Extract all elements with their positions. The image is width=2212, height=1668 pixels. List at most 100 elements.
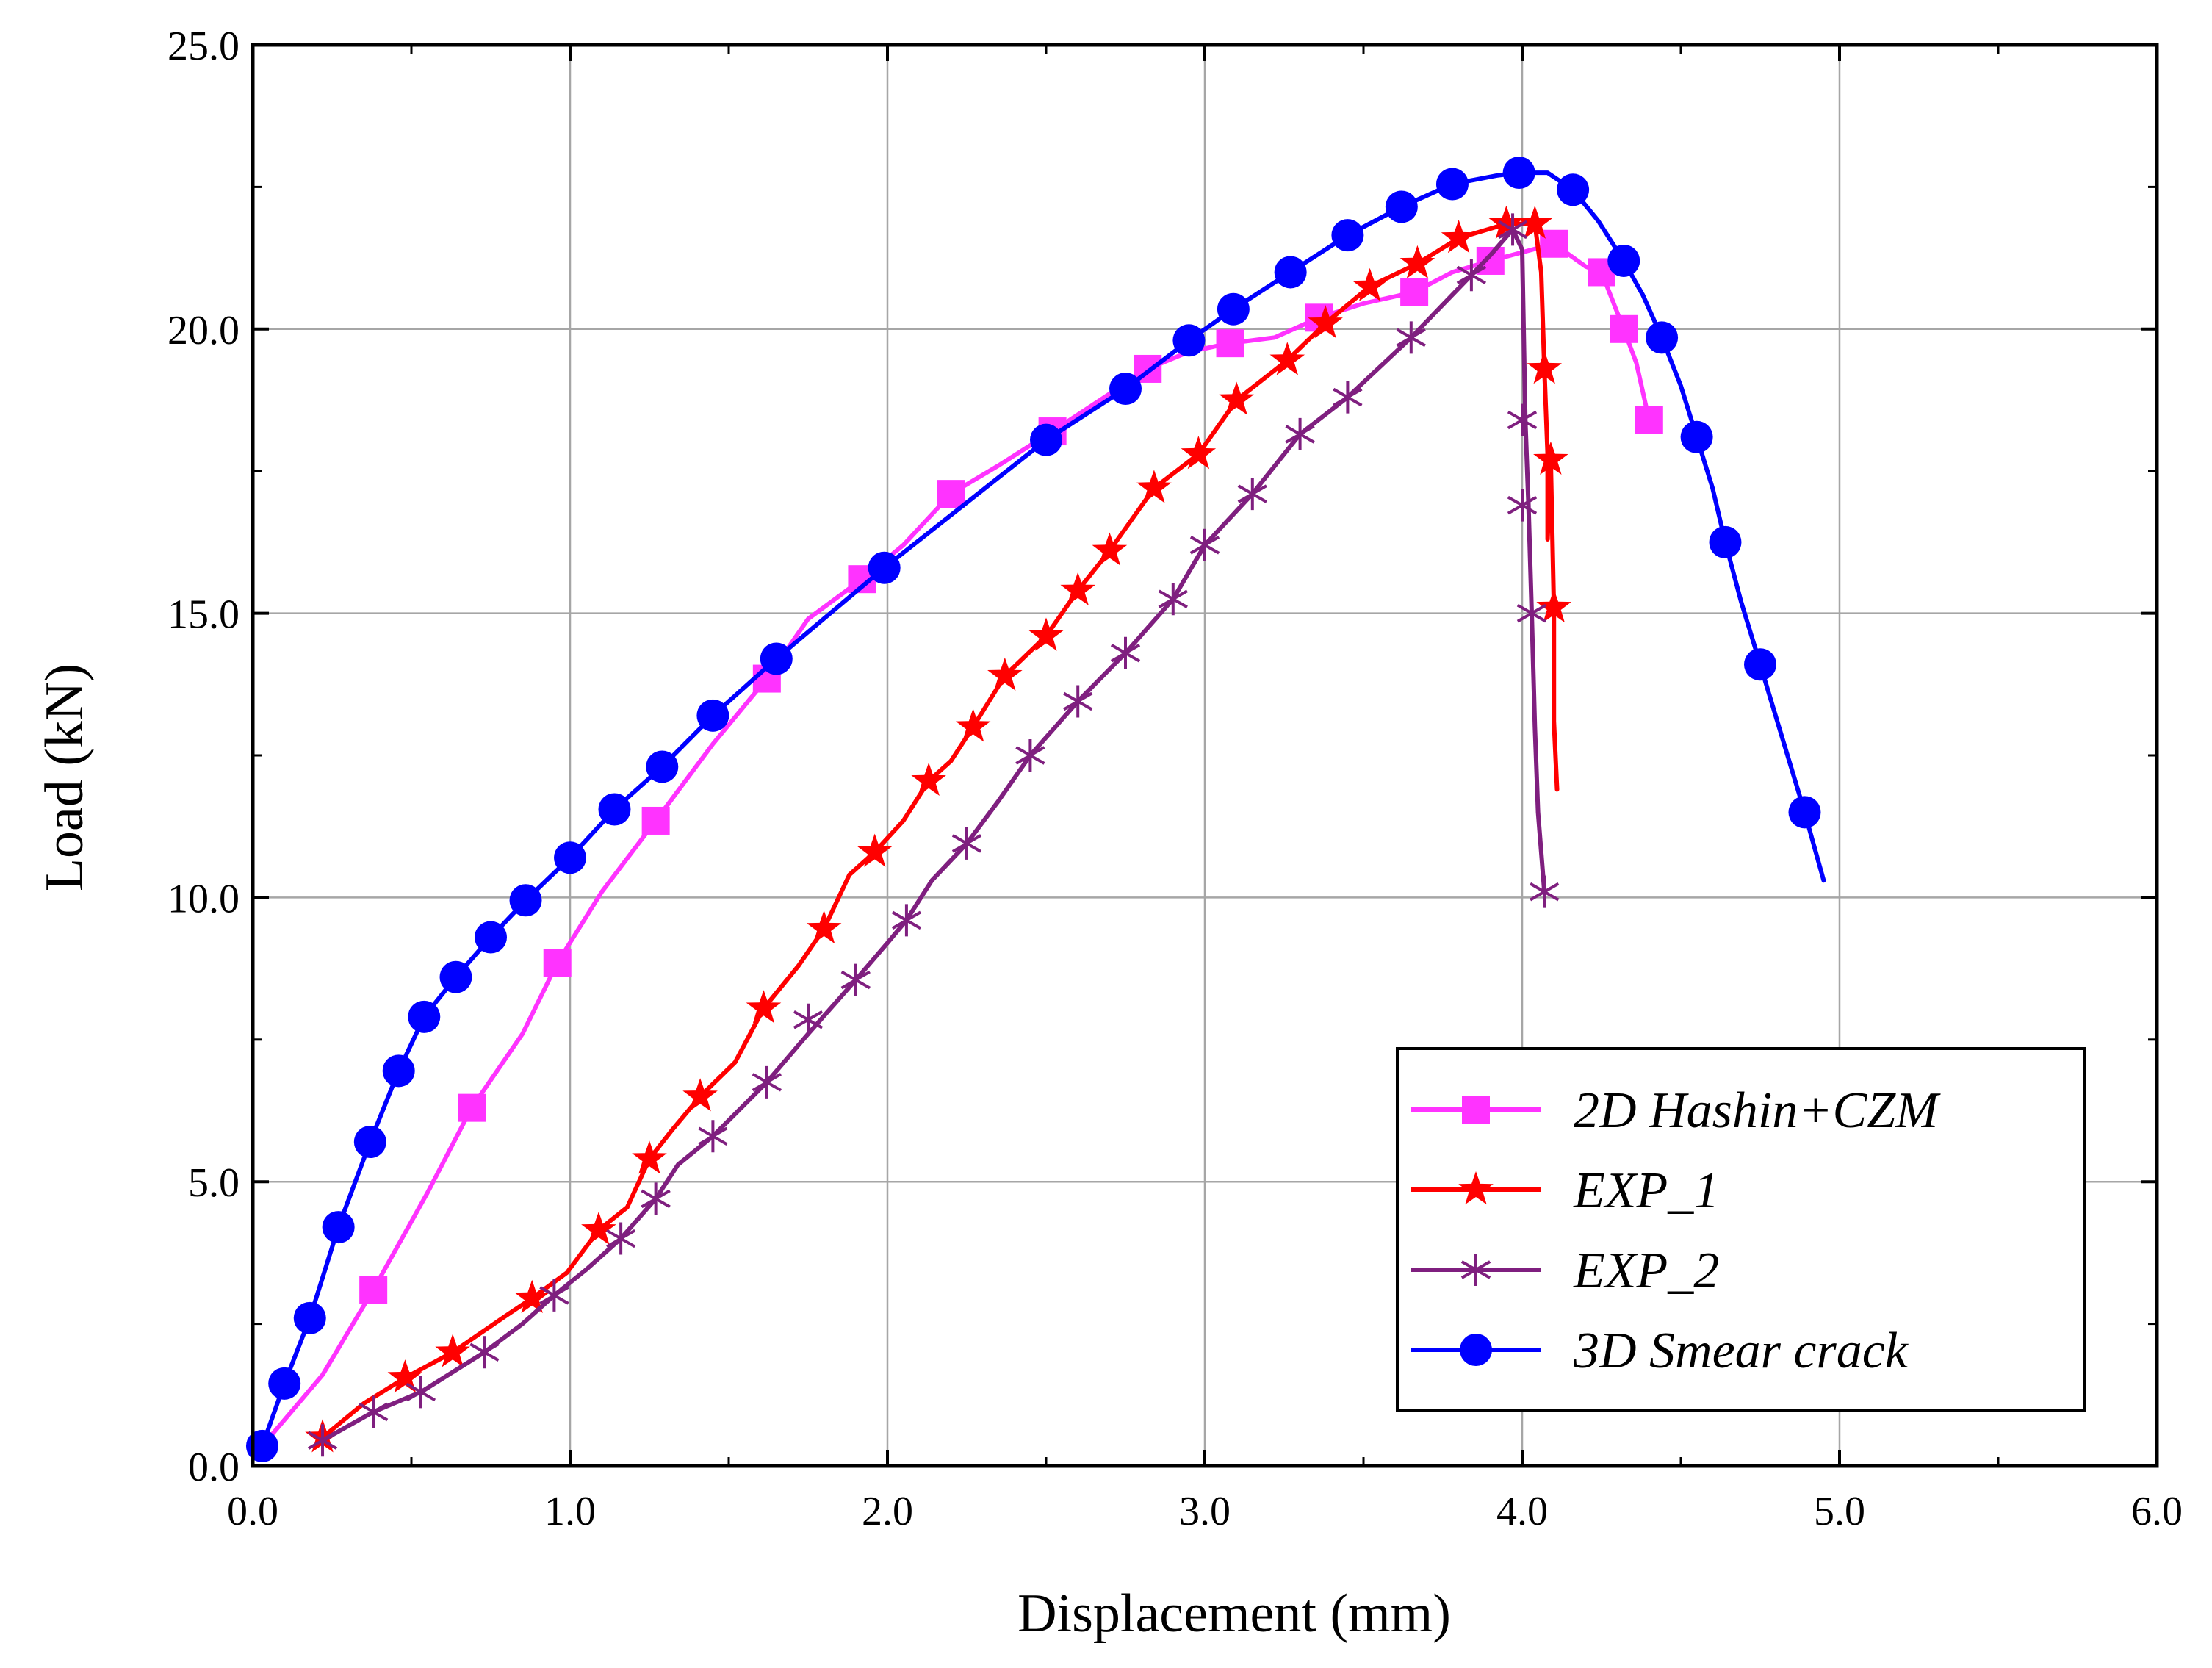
data-point-3d-smear-crack: [475, 921, 507, 954]
legend: 2D Hashin+CZM EXP_1 EXP_2 3D Smear crack: [1396, 1047, 2086, 1412]
data-point-exp-1: [1028, 617, 1064, 651]
data-point-3d-smear-crack: [554, 841, 586, 874]
data-point-2d-hashin-czm: [1610, 314, 1638, 343]
data-point-exp-1: [955, 708, 991, 742]
legend-marker-exp-1: [1458, 1171, 1494, 1205]
y-tick-label: 5.0: [188, 1160, 239, 1206]
data-point-2d-hashin-czm: [937, 480, 965, 508]
data-point-3d-smear-crack: [322, 1211, 355, 1244]
data-point-2d-hashin-czm: [641, 806, 670, 835]
y-tick-label: 10.0: [167, 876, 239, 921]
data-point-exp-2: [307, 1424, 338, 1457]
data-point-2d-hashin-czm: [1540, 229, 1568, 258]
data-point-3d-smear-crack: [868, 551, 901, 584]
x-axis-title: Displacement (mm): [1017, 1583, 1451, 1644]
data-point-3d-smear-crack: [1217, 292, 1250, 326]
data-point-3d-smear-crack: [1709, 525, 1742, 558]
data-point-exp-1: [1527, 351, 1562, 384]
legend-entry-2d-hashin-czm: 2D Hashin+CZM: [1411, 1082, 1941, 1139]
data-point-exp-2: [469, 1336, 500, 1369]
data-point-exp-1: [1533, 441, 1568, 475]
data-point-exp-1: [581, 1212, 616, 1245]
data-point-exp-2: [1396, 321, 1426, 354]
y-tick-label: 20.0: [167, 308, 239, 353]
data-point-2d-hashin-czm: [1635, 406, 1663, 434]
data-point-3d-smear-crack: [509, 884, 542, 917]
data-point-3d-smear-crack: [382, 1054, 415, 1088]
data-point-exp-2: [605, 1222, 636, 1255]
data-point-exp-2: [698, 1120, 728, 1153]
data-point-exp-2: [641, 1182, 671, 1215]
data-point-exp-1: [387, 1359, 423, 1393]
data-point-exp-1: [1488, 205, 1524, 239]
data-point-2d-hashin-czm: [359, 1276, 388, 1304]
series-3d-smear-crack: [245, 157, 1826, 1462]
x-tick-label: 1.0: [544, 1489, 596, 1534]
data-point-3d-smear-crack: [1109, 373, 1142, 406]
data-point-exp-2: [891, 904, 922, 937]
data-point-exp-1: [514, 1279, 550, 1313]
data-point-3d-smear-crack: [1385, 190, 1418, 223]
x-tick-label: 3.0: [1179, 1489, 1231, 1534]
data-point-2d-hashin-czm: [1216, 329, 1244, 358]
data-point-exp-1: [806, 910, 842, 944]
data-point-exp-2: [1497, 213, 1528, 246]
data-point-3d-smear-crack: [1331, 219, 1364, 252]
data-point-3d-smear-crack: [1680, 420, 1713, 453]
data-point-exp-1: [857, 833, 893, 867]
data-point-exp-1: [1181, 436, 1217, 470]
legend-entry-3d-smear-crack: 3D Smear crack: [1411, 1323, 1909, 1379]
legend-label-exp-1: EXP_1: [1573, 1162, 1719, 1219]
y-axis-title: Load (kN): [35, 664, 95, 891]
data-point-exp-2: [1333, 381, 1363, 414]
data-point-exp-1: [1092, 532, 1128, 566]
data-point-exp-1: [987, 657, 1023, 691]
data-point-exp-1: [1536, 589, 1571, 623]
data-point-exp-2: [793, 1003, 824, 1036]
x-tick-label: 5.0: [1814, 1489, 1865, 1534]
data-point-3d-smear-crack: [1607, 244, 1640, 277]
data-point-exp-2: [539, 1279, 569, 1312]
data-point-exp-2: [1456, 259, 1487, 292]
data-point-exp-2: [840, 963, 871, 996]
data-point-3d-smear-crack: [408, 1000, 441, 1033]
data-point-exp-1: [1441, 220, 1477, 254]
data-point-exp-1: [746, 990, 782, 1024]
y-tick-label: 25.0: [167, 24, 239, 69]
data-point-exp-2: [406, 1376, 436, 1409]
data-point-3d-smear-crack: [1172, 324, 1206, 357]
data-point-3d-smear-crack: [696, 699, 729, 732]
data-point-exp-1: [1269, 342, 1305, 375]
data-point-2d-hashin-czm: [543, 949, 572, 977]
x-tick-label: 4.0: [1496, 1489, 1548, 1534]
data-point-exp-1: [682, 1078, 718, 1112]
series-exp-2: [307, 213, 1560, 1457]
data-point-exp-2: [1158, 583, 1188, 616]
data-point-exp-2: [1530, 875, 1560, 908]
legend-label-exp-2: EXP_2: [1573, 1243, 1719, 1299]
data-point-3d-smear-crack: [598, 793, 631, 826]
legend-marker-2d-hashin-czm: [1462, 1096, 1490, 1124]
data-point-exp-1: [1352, 267, 1388, 301]
data-point-exp-1: [1136, 470, 1172, 503]
data-point-exp-1: [1308, 305, 1343, 339]
series-layer: [245, 157, 1826, 1462]
data-point-exp-2: [1507, 489, 1538, 522]
data-point-exp-1: [435, 1334, 470, 1367]
data-point-3d-smear-crack: [1030, 423, 1062, 456]
data-point-exp-2: [951, 827, 982, 860]
legend-marker-exp-2: [1460, 1254, 1491, 1286]
data-point-exp-1: [632, 1140, 667, 1174]
x-tick-label: 6.0: [2131, 1489, 2183, 1534]
x-tick-label: 0.0: [227, 1489, 278, 1534]
data-point-exp-1: [1219, 381, 1254, 415]
data-point-exp-2: [752, 1065, 782, 1099]
data-point-exp-2: [1507, 403, 1538, 436]
data-point-exp-2: [359, 1395, 389, 1428]
legend-marker-3d-smear-crack: [1460, 1334, 1492, 1366]
series-line-exp-1: [320, 221, 1560, 1440]
legend-entry-exp-1: EXP_1: [1411, 1162, 1719, 1219]
data-point-exp-1: [1399, 245, 1435, 279]
data-point-3d-smear-crack: [1557, 173, 1590, 206]
